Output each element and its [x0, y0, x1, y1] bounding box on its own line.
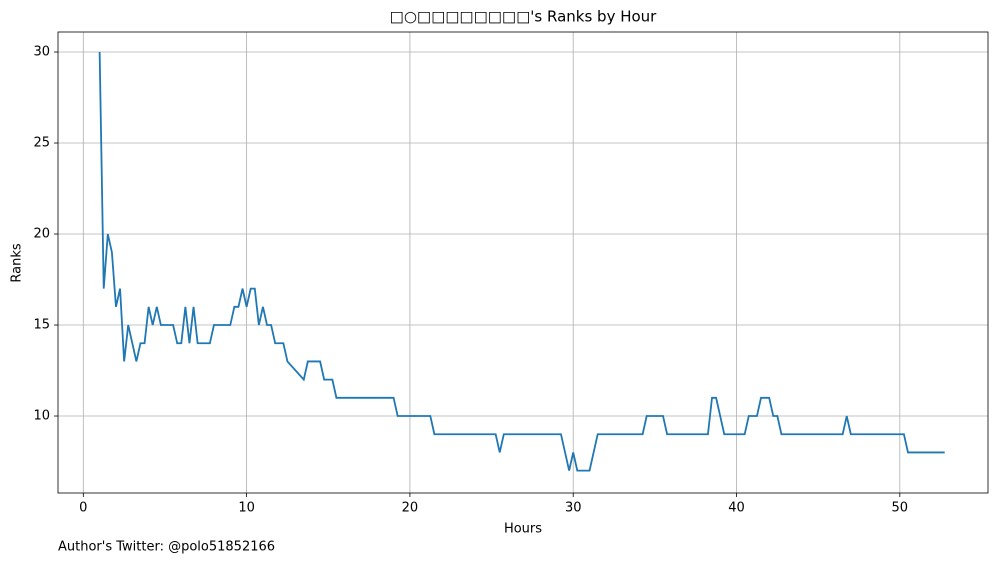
x-tick-label: 50	[892, 501, 909, 516]
y-tick-label: 25	[33, 136, 50, 151]
chart-title: □○□□□□□□□□'s Ranks by Hour	[390, 8, 658, 26]
x-tick-label: 0	[79, 501, 87, 516]
x-tick-label: 40	[728, 501, 745, 516]
y-tick-label: 30	[33, 45, 50, 60]
line	[98, 52, 945, 472]
y-axis-label: Ranks	[10, 243, 25, 282]
y-tick-label: 15	[33, 318, 50, 333]
x-axis-label: Hours	[504, 522, 542, 537]
y-tick-label: 20	[33, 227, 50, 242]
x-tick-label: 20	[402, 501, 419, 516]
y-tick-label: 10	[33, 409, 50, 424]
x-tick-label: 10	[238, 501, 255, 516]
plot-frame	[57, 31, 989, 494]
x-tick-label: 30	[565, 501, 582, 516]
annotation: Author's Twitter: @polo51852166	[58, 540, 275, 555]
